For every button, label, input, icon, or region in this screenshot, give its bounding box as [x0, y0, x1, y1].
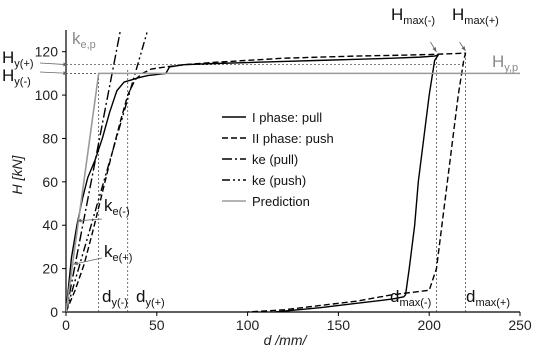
annotation-hy_p: Hy,p — [492, 52, 518, 74]
legend: I phase: pull II phase: push ke (pull) ke (… — [222, 110, 334, 209]
series-line-4 — [66, 72, 520, 312]
annotations: ke,p Hy,p Hy(+)Hy(-) Hmax(-) Hmax(+) ke(-) ke(… — [2, 5, 518, 309]
series-line-2 — [66, 30, 122, 312]
series-line-3 — [66, 30, 149, 312]
legend-label-2: ke (pull) — [252, 152, 298, 167]
hmax-plus-arrow — [459, 41, 466, 52]
x-tick-label: 150 — [327, 317, 351, 333]
hmax-minus-arrow — [430, 41, 437, 53]
x-tick-label: 50 — [149, 317, 165, 333]
annotation-dmax_plus: dmax(+) — [466, 287, 510, 309]
x-tick-label: 250 — [508, 317, 532, 333]
legend-label-1: II phase: push — [252, 131, 334, 146]
annotation-hmax_plus: Hmax(+) — [452, 5, 499, 27]
annotation-hy_plus: Hy(+) — [2, 48, 34, 70]
y-axis-label: H [kN] — [9, 154, 25, 194]
ke-minus-arrow — [76, 218, 103, 223]
legend-label-0: I phase: pull — [252, 110, 322, 125]
hy-minus-arrow — [39, 71, 69, 76]
y-tick-label: 80 — [42, 130, 58, 146]
annotation-ke_minus: ke(-) — [104, 196, 130, 218]
legend-label-3: ke (push) — [252, 173, 306, 188]
annotation-dmax_minus: dmax(-) — [390, 287, 431, 309]
x-axis-label: d /mm/ — [264, 332, 309, 348]
legend-label-4: Prediction — [252, 194, 310, 209]
annotation-ke_p: ke,p — [72, 29, 96, 51]
annotation-hmax_minus: Hmax(-) — [391, 5, 435, 27]
y-tick-label: 40 — [42, 217, 58, 233]
annotation-dy_minus: dy(-) — [102, 287, 128, 309]
x-tick-label: 100 — [236, 317, 260, 333]
annotation-ke_plus: ke(+) — [104, 242, 132, 264]
y-tick-label: 0 — [50, 304, 58, 320]
hy-plus-arrow — [39, 62, 69, 67]
y-tick-label: 20 — [42, 261, 58, 277]
ke-plus-arrow — [73, 257, 103, 266]
annotation-dy_plus: dy(+) — [136, 287, 165, 309]
series-line-0 — [66, 54, 439, 312]
x-tick-label: 200 — [418, 317, 442, 333]
y-tick-label: 100 — [35, 87, 59, 103]
y-tick-label: 60 — [42, 174, 58, 190]
y-tick-label: 120 — [35, 44, 59, 60]
annotation-hy_minus: Hy(-) — [2, 66, 31, 88]
x-tick-label: 0 — [62, 317, 70, 333]
